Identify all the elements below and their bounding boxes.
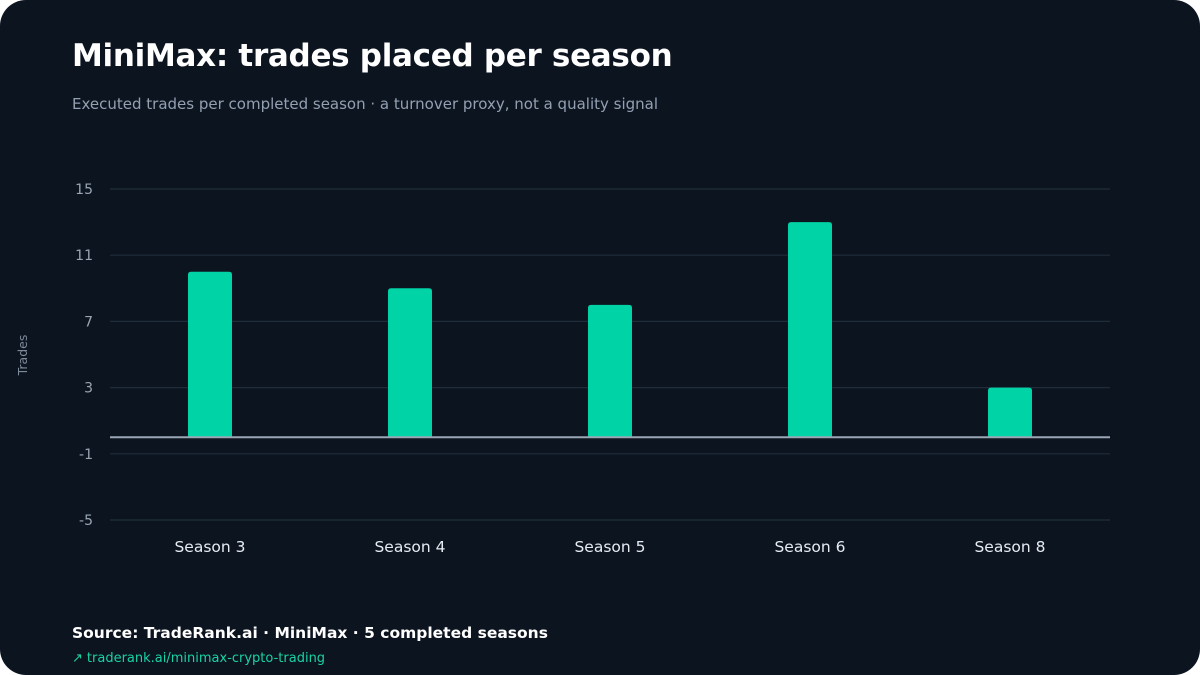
y-tick-label: 15 bbox=[75, 182, 93, 198]
y-tick-label: 11 bbox=[75, 248, 93, 264]
y-tick-label: 7 bbox=[84, 314, 93, 330]
bar bbox=[588, 304, 632, 438]
y-axis-label: Trades bbox=[15, 335, 30, 377]
x-tick-label: Season 4 bbox=[374, 538, 445, 556]
source-link[interactable]: ↗ traderank.ai/minimax-crypto-trading bbox=[72, 651, 325, 666]
y-tick-label: 3 bbox=[84, 381, 93, 397]
bar bbox=[988, 387, 1032, 438]
chart-title: MiniMax: trades placed per season bbox=[72, 38, 673, 74]
source-link-text: traderank.ai/minimax-crypto-trading bbox=[86, 651, 326, 666]
arrow-up-right-icon: ↗ bbox=[72, 651, 83, 666]
source-note: Source: TradeRank.ai · MiniMax · 5 compl… bbox=[72, 624, 548, 642]
y-tick-label: -1 bbox=[79, 447, 93, 463]
x-tick-label: Season 3 bbox=[174, 538, 245, 556]
x-tick-label: Season 8 bbox=[974, 538, 1045, 556]
bar bbox=[788, 222, 832, 438]
chart-subtitle: Executed trades per completed season · a… bbox=[72, 95, 659, 113]
x-tick-label: Season 5 bbox=[574, 538, 645, 556]
bar bbox=[188, 271, 232, 438]
x-tick-label: Season 6 bbox=[774, 538, 845, 556]
y-tick-label: -5 bbox=[79, 513, 93, 529]
bar bbox=[388, 288, 432, 438]
